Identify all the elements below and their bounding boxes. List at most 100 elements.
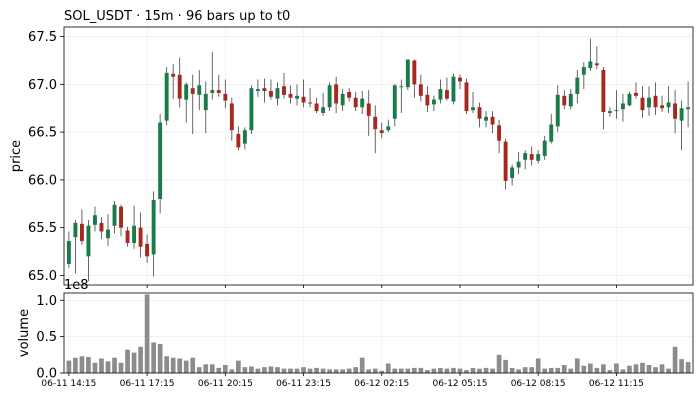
candle-body-down	[490, 116, 495, 125]
candle	[223, 79, 228, 109]
volume-bar	[144, 294, 150, 373]
candle-body-up	[451, 76, 456, 102]
candle	[477, 102, 482, 128]
candle-body-up	[614, 110, 619, 112]
x-tick-label: 06-12 08:15	[511, 379, 566, 389]
candle	[412, 59, 417, 98]
candle	[93, 206, 97, 232]
volume-bar	[346, 368, 352, 373]
volume-plot-frame	[63, 292, 694, 374]
volume-bar	[216, 367, 222, 373]
candle-body-up	[203, 93, 208, 111]
candle	[314, 97, 319, 113]
volume-bar	[92, 362, 98, 373]
candle-body-down	[673, 103, 678, 119]
volume-bar	[457, 368, 463, 373]
candle	[379, 122, 384, 138]
candle-body-up	[184, 84, 189, 100]
candle	[549, 113, 554, 144]
candle	[262, 78, 267, 103]
volume-bar	[275, 367, 280, 373]
candle-body-down	[353, 97, 358, 108]
candle	[366, 90, 371, 136]
volume-bar	[561, 365, 567, 373]
candle-body-up	[647, 97, 651, 108]
price-tick-label: 66.5	[28, 126, 57, 141]
candle-body-up	[549, 124, 554, 142]
candle-body-down	[288, 93, 293, 98]
price-tick-label: 65.5	[28, 221, 57, 236]
candle-body-up	[555, 94, 560, 127]
candle-body-down	[190, 88, 195, 94]
candle	[210, 51, 215, 100]
candle-body-up	[275, 88, 280, 99]
candle	[386, 119, 391, 133]
candle-body-down	[640, 97, 645, 111]
candle	[184, 82, 189, 123]
volume-bar	[385, 363, 391, 373]
candle	[268, 79, 273, 100]
volume-bar	[66, 360, 72, 373]
volume-bar	[372, 368, 378, 373]
candle	[568, 89, 573, 110]
volume-bar	[548, 367, 554, 373]
volume-bar	[138, 346, 143, 373]
volume-bar	[529, 367, 535, 373]
volume-bar	[633, 364, 639, 373]
candle-body-up	[73, 222, 78, 238]
volume-bar	[490, 368, 495, 373]
candle-body-up	[568, 93, 573, 107]
volume-bar	[366, 369, 372, 373]
volume-bar	[249, 366, 254, 373]
volume-bar	[229, 369, 235, 373]
volume-bar	[379, 370, 385, 373]
candle	[125, 226, 130, 247]
volume-bar	[222, 365, 228, 373]
volume-bar	[522, 367, 528, 373]
volume-panel: 0.0 0.5 1.0 06-11 14:15 06-11 17:15 06-11 20…	[17, 278, 694, 389]
candle-body-up	[523, 153, 528, 160]
volume-bar	[86, 357, 91, 373]
candle-body-down	[347, 91, 352, 98]
candle-body-down	[145, 243, 150, 257]
candle	[523, 150, 528, 170]
candle-body-down	[171, 73, 176, 77]
candle-body-down	[268, 91, 273, 97]
volume-bar	[685, 362, 691, 373]
candle-body-down	[503, 141, 508, 181]
candle	[242, 127, 247, 150]
volume-bar	[255, 368, 261, 373]
x-tick-label: 06-11 20:15	[198, 379, 253, 389]
candle-body-down	[177, 74, 182, 99]
candle	[308, 88, 313, 108]
candle-body-up	[386, 126, 391, 131]
volume-bar	[288, 368, 293, 373]
volume-offset-label: 1e8	[64, 278, 89, 293]
candle-body-up	[158, 122, 163, 199]
candle	[679, 100, 684, 151]
candle-body-down	[412, 60, 417, 85]
candle-body-up	[86, 225, 91, 257]
candle	[653, 82, 658, 115]
candle-body-up	[405, 59, 410, 88]
candle-body-up	[431, 99, 436, 105]
candle	[79, 209, 84, 245]
candle	[673, 90, 678, 134]
candle	[99, 217, 104, 240]
candle	[340, 89, 345, 112]
volume-bar	[666, 368, 671, 373]
candles-group	[66, 38, 691, 282]
candle-body-up	[340, 93, 345, 106]
volume-bars-group	[66, 294, 691, 373]
candle	[301, 79, 306, 108]
candle-body-down	[216, 90, 221, 93]
candle	[138, 212, 143, 258]
candle	[164, 67, 169, 126]
volume-bar	[503, 359, 508, 373]
volume-bar	[444, 368, 450, 373]
volume-bar	[679, 359, 684, 373]
volume-bar	[327, 369, 332, 373]
candle-body-up	[607, 111, 612, 113]
candle	[458, 74, 462, 90]
